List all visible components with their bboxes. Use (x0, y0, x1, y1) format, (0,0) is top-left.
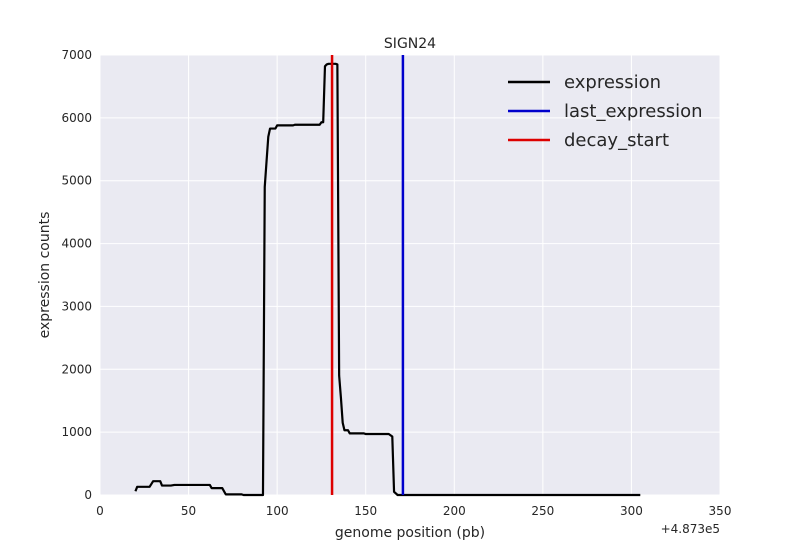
x-offset-label: +4.873e5 (661, 522, 720, 536)
y-tick-label: 3000 (61, 299, 92, 313)
legend-label: last_expression (564, 101, 703, 122)
x-tick-label: 200 (443, 504, 466, 518)
y-tick-label: 4000 (61, 237, 92, 251)
y-tick-labels: 0 1000 2000 3000 4000 5000 6000 7000 (61, 48, 92, 502)
x-tick-label: 0 (96, 504, 104, 518)
y-tick-label: 7000 (61, 48, 92, 62)
x-tick-labels: 0 50 100 150 200 250 300 350 (96, 504, 731, 518)
x-tick-label: 150 (354, 504, 377, 518)
y-tick-label: 0 (84, 488, 92, 502)
y-tick-label: 6000 (61, 111, 92, 125)
legend-label: expression (564, 72, 661, 93)
chart-title: SIGN24 (384, 36, 436, 52)
series-layer (134, 55, 641, 497)
legend-label: decay_start (564, 130, 669, 151)
plot-background (100, 55, 720, 495)
x-axis-label: genome position (pb) (335, 525, 485, 541)
x-tick-label: 350 (709, 504, 732, 518)
grid (99, 54, 721, 496)
y-tick-label: 2000 (61, 362, 92, 376)
y-tick-label: 1000 (61, 425, 92, 439)
legend: expression last_expression decay_start (508, 72, 703, 151)
x-tick-label: 50 (181, 504, 196, 518)
y-axis-label: expression counts (37, 212, 53, 339)
x-tick-label: 300 (620, 504, 643, 518)
series-line-expression (134, 62, 641, 497)
y-tick-label: 5000 (61, 174, 92, 188)
x-tick-label: 250 (531, 504, 554, 518)
x-tick-label: 100 (266, 504, 289, 518)
